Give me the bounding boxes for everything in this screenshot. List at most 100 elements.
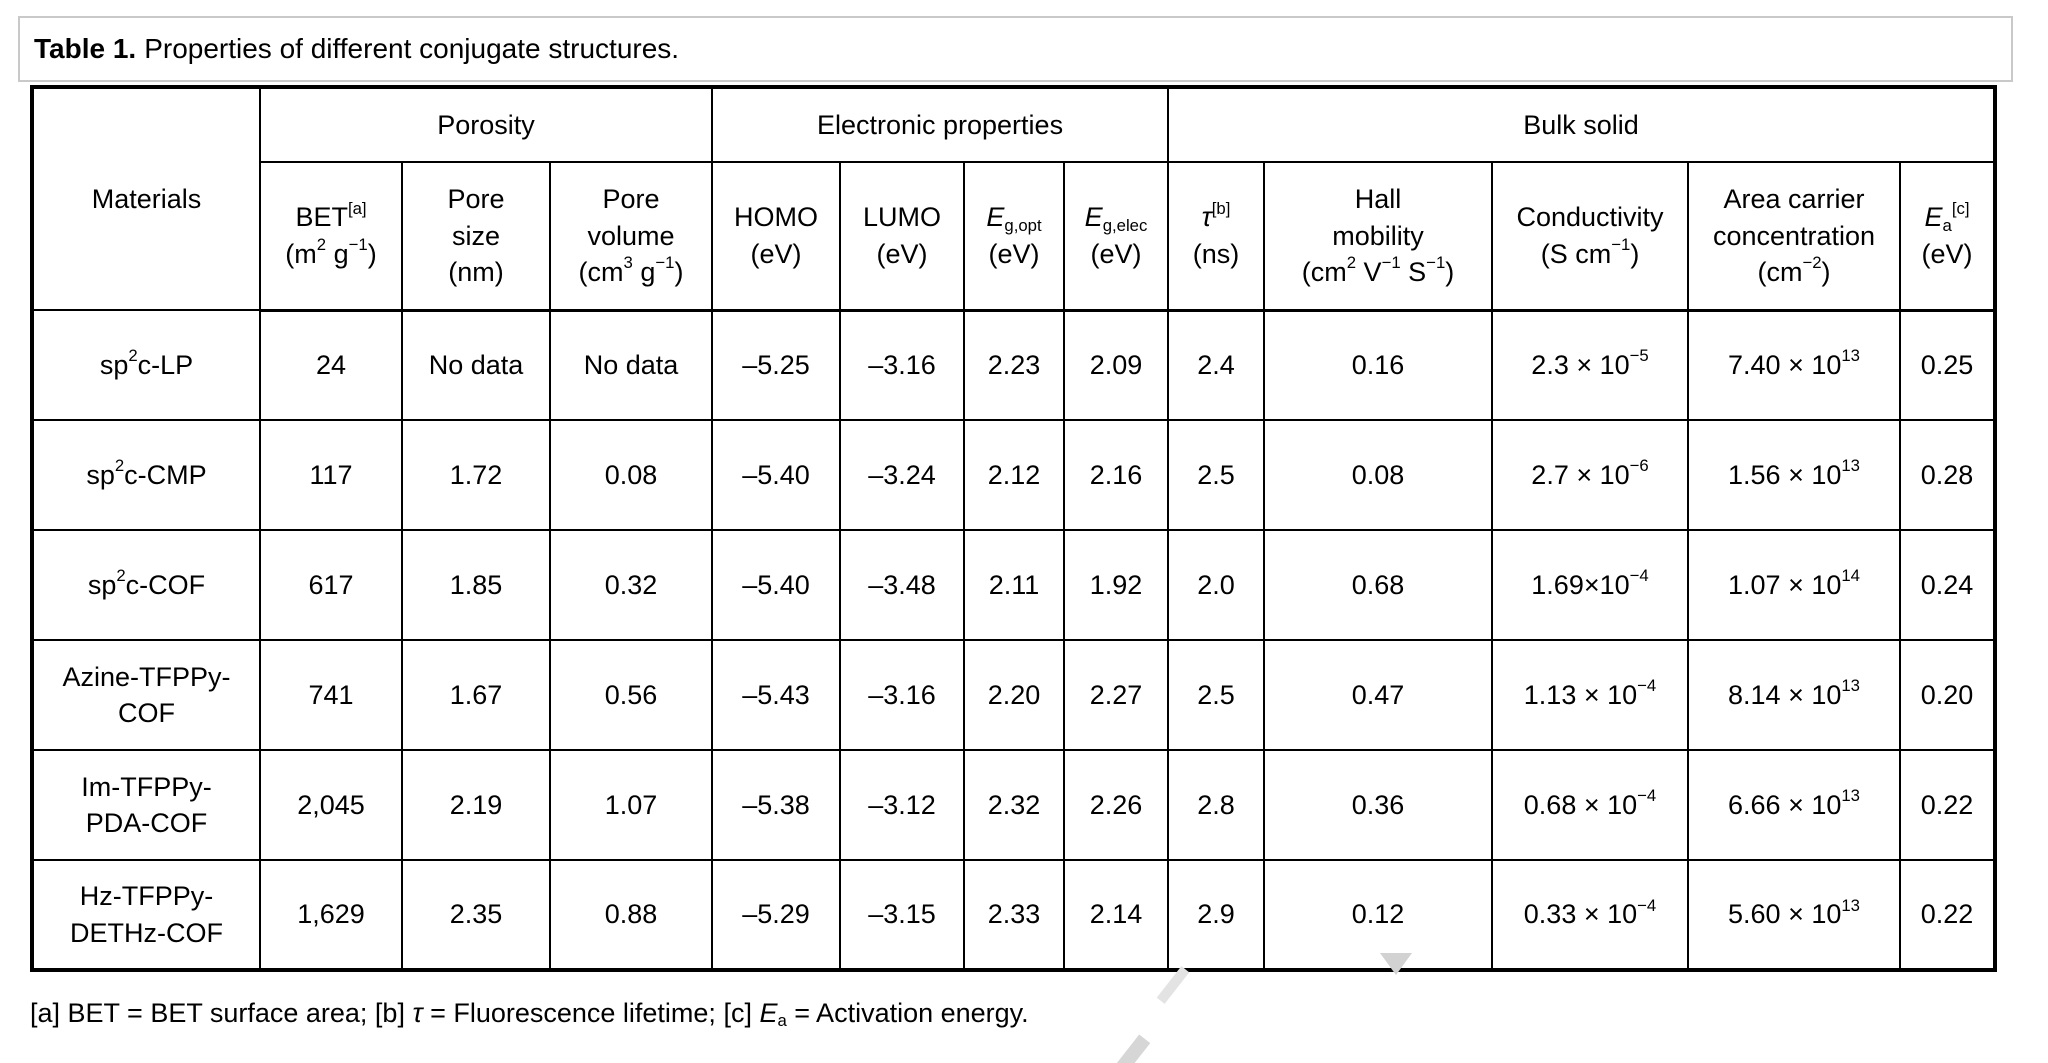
cell-pore-volume: No data bbox=[548, 309, 714, 421]
column-header-pore-size: Pore size (nm) bbox=[401, 161, 551, 312]
column-header-eg-elec: Eg,elec (eV) bbox=[1063, 161, 1170, 312]
cell-lumo: –3.48 bbox=[839, 529, 966, 641]
cell-bet: 741 bbox=[259, 639, 403, 751]
cell-pore-volume: 0.56 bbox=[548, 639, 714, 751]
column-header-lumo: LUMO (eV) bbox=[839, 161, 966, 312]
cell-eg-opt: 2.32 bbox=[963, 749, 1066, 861]
cell-hall-mobility: 0.47 bbox=[1263, 639, 1494, 751]
cell-tau: 2.8 bbox=[1167, 749, 1266, 861]
cell-eg-elec: 2.14 bbox=[1063, 859, 1170, 971]
cell-carrier-concentration: 6.66 × 1013 bbox=[1687, 749, 1902, 861]
cell-conductivity: 1.13 × 10−4 bbox=[1491, 639, 1690, 751]
cell-tau: 2.0 bbox=[1167, 529, 1266, 641]
cell-ea: 0.20 bbox=[1899, 639, 1997, 751]
table-caption: Table 1. Properties of different conjuga… bbox=[18, 16, 2013, 82]
column-header-pore-volume: Pore volume (cm3 g−1) bbox=[548, 161, 714, 312]
column-header-materials: Materials bbox=[31, 86, 261, 311]
cell-homo: –5.25 bbox=[711, 309, 842, 421]
cell-pore-size: 1.67 bbox=[401, 639, 551, 751]
cell-pore-volume: 0.08 bbox=[548, 419, 714, 531]
cell-conductivity: 2.7 × 10−6 bbox=[1491, 419, 1690, 531]
column-header-bet: BET[a] (m2 g−1) bbox=[259, 161, 403, 312]
cell-bet: 117 bbox=[259, 419, 403, 531]
table-caption-text: Properties of different conjugate struct… bbox=[144, 33, 680, 64]
cell-eg-opt: 2.20 bbox=[963, 639, 1066, 751]
cell-tau: 2.5 bbox=[1167, 639, 1266, 751]
cell-lumo: –3.12 bbox=[839, 749, 966, 861]
cell-eg-elec: 1.92 bbox=[1063, 529, 1170, 641]
cell-carrier-concentration: 1.56 × 1013 bbox=[1687, 419, 1902, 531]
cell-pore-volume: 0.32 bbox=[548, 529, 714, 641]
cell-homo: –5.40 bbox=[711, 419, 842, 531]
cell-ea: 0.24 bbox=[1899, 529, 1997, 641]
cell-conductivity: 1.69×10−4 bbox=[1491, 529, 1690, 641]
cell-material: sp2c-CMP bbox=[31, 419, 261, 531]
column-header-homo: HOMO (eV) bbox=[711, 161, 842, 312]
cell-bet: 617 bbox=[259, 529, 403, 641]
cell-conductivity: 0.68 × 10−4 bbox=[1491, 749, 1690, 861]
watermark-triangle-icon bbox=[1380, 953, 1412, 975]
properties-table: Materials Porosity Electronic properties… bbox=[30, 85, 1998, 972]
column-header-ea: Ea[c] (eV) bbox=[1899, 161, 1997, 312]
cell-material: sp2c-LP bbox=[31, 309, 261, 421]
cell-eg-opt: 2.11 bbox=[963, 529, 1066, 641]
cell-hall-mobility: 0.36 bbox=[1263, 749, 1494, 861]
cell-eg-opt: 2.33 bbox=[963, 859, 1066, 971]
table-row: sp2c-COF 617 1.85 0.32 –5.40 –3.48 2.11 1.92 2.0… bbox=[31, 529, 1997, 641]
table-row: sp2c-LP 24 No data No data –5.25 –3.16 2.23 2.0… bbox=[31, 309, 1997, 421]
cell-tau: 2.4 bbox=[1167, 309, 1266, 421]
table-row: Azine-TFPPy- COF 741 1.67 0.56 –5.43 –3.16 2.20… bbox=[31, 639, 1997, 751]
column-header-carrier-concentration: Area carrier concentration (cm−2) bbox=[1687, 161, 1902, 312]
cell-ea: 0.22 bbox=[1899, 749, 1997, 861]
cell-carrier-concentration: 8.14 × 1013 bbox=[1687, 639, 1902, 751]
cell-bet: 24 bbox=[259, 309, 403, 421]
cell-conductivity: 0.33 × 10−4 bbox=[1491, 859, 1690, 971]
table-row: sp2c-CMP 117 1.72 0.08 –5.40 –3.24 2.12 2.16 2.5… bbox=[31, 419, 1997, 531]
cell-eg-opt: 2.23 bbox=[963, 309, 1066, 421]
table-footnote: [a] BET = BET surface area; [b] τ = Fluo… bbox=[30, 998, 1029, 1031]
cell-eg-elec: 2.16 bbox=[1063, 419, 1170, 531]
cell-bet: 1,629 bbox=[259, 859, 403, 971]
group-header-row: Materials Porosity Electronic properties… bbox=[31, 86, 1997, 311]
table-row: Im-TFPPy- PDA-COF 2,045 2.19 1.07 –5.38 –3.12 2… bbox=[31, 749, 1997, 861]
column-header-tau: τ[b] (ns) bbox=[1167, 161, 1266, 312]
cell-homo: –5.40 bbox=[711, 529, 842, 641]
cell-homo: –5.29 bbox=[711, 859, 842, 971]
cell-eg-elec: 2.26 bbox=[1063, 749, 1170, 861]
cell-carrier-concentration: 5.60 × 1013 bbox=[1687, 859, 1902, 971]
cell-hall-mobility: 0.16 bbox=[1263, 309, 1494, 421]
cell-carrier-concentration: 1.07 × 1014 bbox=[1687, 529, 1902, 641]
group-header-porosity: Porosity bbox=[258, 86, 714, 163]
cell-lumo: –3.24 bbox=[839, 419, 966, 531]
cell-homo: –5.38 bbox=[711, 749, 842, 861]
cell-pore-volume: 0.88 bbox=[548, 859, 714, 971]
cell-pore-size: 2.35 bbox=[401, 859, 551, 971]
cell-ea: 0.22 bbox=[1899, 859, 1997, 971]
table-body: sp2c-LP 24 No data No data –5.25 –3.16 2.23 2.0… bbox=[31, 309, 1997, 971]
cell-conductivity: 2.3 × 10−5 bbox=[1491, 309, 1690, 421]
cell-bet: 2,045 bbox=[259, 749, 403, 861]
cell-lumo: –3.16 bbox=[839, 309, 966, 421]
table-caption-label: Table 1. bbox=[34, 33, 137, 64]
column-header-eg-opt: Eg,opt (eV) bbox=[963, 161, 1066, 312]
cell-lumo: –3.16 bbox=[839, 639, 966, 751]
cell-material: Azine-TFPPy- COF bbox=[31, 639, 261, 751]
cell-lumo: –3.15 bbox=[839, 859, 966, 971]
cell-homo: –5.43 bbox=[711, 639, 842, 751]
cell-ea: 0.28 bbox=[1899, 419, 1997, 531]
cell-material: Im-TFPPy- PDA-COF bbox=[31, 749, 261, 861]
cell-hall-mobility: 0.08 bbox=[1263, 419, 1494, 531]
cell-pore-size: No data bbox=[401, 309, 551, 421]
cell-pore-size: 1.72 bbox=[401, 419, 551, 531]
cell-pore-size: 2.19 bbox=[401, 749, 551, 861]
cell-pore-size: 1.85 bbox=[401, 529, 551, 641]
cell-eg-elec: 2.09 bbox=[1063, 309, 1170, 421]
column-header-conductivity: Conductivity (S cm−1) bbox=[1491, 161, 1690, 312]
table-row: Hz-TFPPy- DETHz-COF 1,629 2.35 0.88 –5.29 –3.1… bbox=[31, 859, 1997, 971]
cell-tau: 2.5 bbox=[1167, 419, 1266, 531]
cell-pore-volume: 1.07 bbox=[548, 749, 714, 861]
cell-hall-mobility: 0.12 bbox=[1263, 859, 1494, 971]
sub-header-row: BET[a] (m2 g−1) Pore size (nm) Pore volume (c… bbox=[32, 161, 1997, 312]
cell-material: sp2c-COF bbox=[31, 529, 261, 641]
